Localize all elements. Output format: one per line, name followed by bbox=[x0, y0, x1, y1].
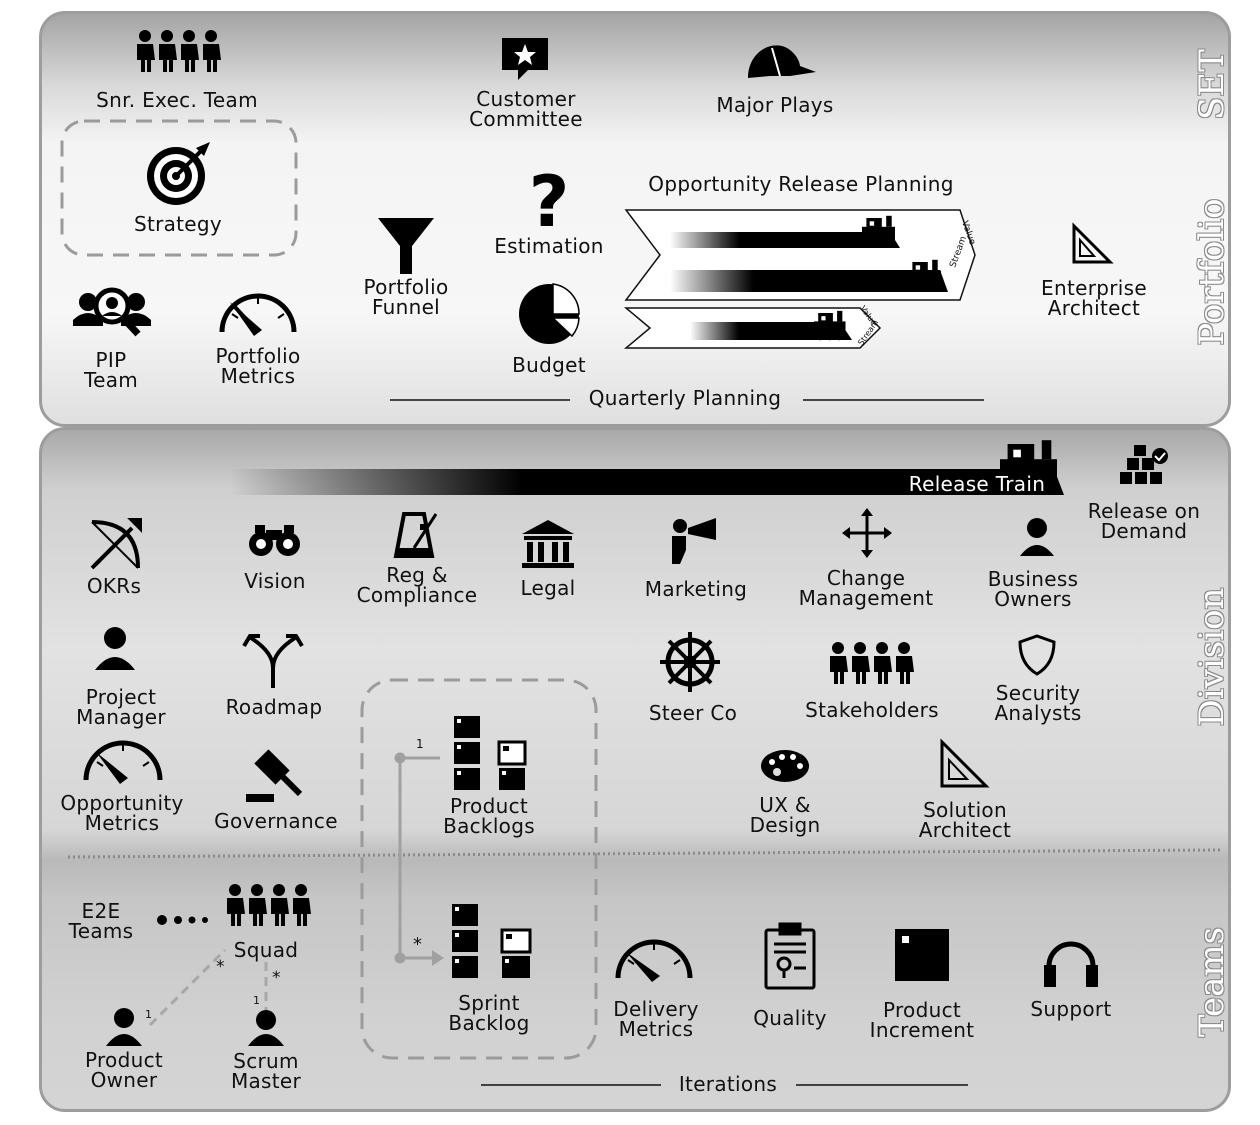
release-train-bar bbox=[230, 440, 1064, 495]
backlog-box bbox=[360, 678, 598, 1060]
division-teams-panel bbox=[39, 427, 1231, 1112]
major-plays-label: Major Plays bbox=[716, 93, 834, 117]
marketing-megaphone-icon bbox=[672, 518, 716, 564]
customer-committee-label: Customer Committee bbox=[469, 87, 583, 131]
support-headset-icon bbox=[1044, 941, 1098, 987]
portfolio-metrics-gauge-icon bbox=[219, 293, 297, 336]
strategy-target-icon bbox=[147, 142, 210, 205]
change-management-arrows-icon bbox=[842, 508, 892, 558]
pip-team-icon bbox=[73, 287, 151, 337]
snr-exec-team-icon bbox=[137, 30, 221, 72]
product-backlogs-icon bbox=[454, 716, 527, 790]
product-increment-label: Product Increment bbox=[869, 998, 975, 1042]
product-increment-icon bbox=[895, 929, 949, 981]
section-teams: Teams bbox=[1192, 926, 1232, 1038]
squad-group-icon bbox=[227, 884, 311, 926]
delivery-metrics-gauge-icon bbox=[615, 939, 693, 982]
sprint-backlog-label: Sprint Backlog bbox=[448, 991, 530, 1035]
legal-label: Legal bbox=[520, 576, 576, 600]
governance-gavel-icon bbox=[246, 749, 303, 802]
scrum-master-label: Scrum Master bbox=[230, 1049, 302, 1093]
portfolio-funnel-label: Portfolio Funnel bbox=[363, 275, 449, 319]
security-analysts-label: Security Analysts bbox=[994, 681, 1082, 725]
iterations-label: Iterations bbox=[678, 1072, 778, 1096]
stakeholders-label: Stakeholders bbox=[805, 698, 939, 722]
release-on-demand-label: Release on Demand bbox=[1087, 499, 1201, 543]
vision-label: Vision bbox=[244, 569, 306, 593]
opportunity-metrics-gauge-icon bbox=[83, 740, 163, 784]
customer-committee-icon bbox=[502, 38, 548, 80]
backlog-connector bbox=[394, 752, 444, 966]
quality-clipboard-icon bbox=[764, 922, 816, 990]
mult-one-sm: 1 bbox=[253, 994, 260, 1007]
roadmap-split-icon bbox=[242, 634, 304, 688]
scrum-master-person-icon bbox=[248, 1010, 284, 1046]
steer-co-label: Steer Co bbox=[648, 701, 738, 725]
sprint-backlog-icon bbox=[452, 904, 532, 978]
budget-pie-icon bbox=[519, 283, 580, 344]
business-owners-label: Business Owners bbox=[987, 567, 1079, 611]
okrs-label: OKRs bbox=[86, 574, 142, 598]
mult-one-backlog: 1 bbox=[416, 737, 424, 751]
section-division: Division bbox=[1192, 587, 1232, 727]
stakeholders-group-icon bbox=[830, 642, 914, 684]
quarterly-planning-label: Quarterly Planning bbox=[588, 386, 782, 410]
security-shield-icon bbox=[1018, 634, 1056, 676]
ux-design-palette-icon bbox=[761, 750, 809, 782]
release-on-demand-icon bbox=[1120, 445, 1168, 484]
snr-exec-team-label: Snr. Exec. Team bbox=[96, 88, 258, 112]
opportunity-metrics-label: Opportunity Metrics bbox=[60, 791, 184, 835]
project-manager-person-icon bbox=[95, 627, 135, 670]
reg-compliance-metronome-icon bbox=[393, 512, 438, 558]
support-label: Support bbox=[1030, 997, 1112, 1021]
delivery-metrics-label: Delivery Metrics bbox=[613, 997, 699, 1041]
legal-building-icon bbox=[522, 520, 574, 568]
mult-one-po: 1 bbox=[145, 1008, 152, 1021]
strategy-box bbox=[60, 119, 298, 257]
mult-many-backlog: * bbox=[413, 934, 422, 955]
business-owners-person-icon bbox=[1020, 518, 1054, 556]
quality-label: Quality bbox=[753, 1006, 827, 1030]
steer-co-wheel-icon bbox=[660, 632, 720, 692]
reg-compliance-label: Reg & Compliance bbox=[356, 563, 478, 607]
value-stream-arrows: Value Stream Value Stream bbox=[623, 209, 977, 349]
portfolio-metrics-label: Portfolio Metrics bbox=[215, 344, 301, 388]
project-manager-label: Project Manager bbox=[76, 685, 166, 729]
ux-design-label: UX & Design bbox=[749, 793, 821, 837]
governance-label: Governance bbox=[214, 809, 338, 833]
solution-architect-icon bbox=[940, 738, 990, 788]
enterprise-architect-icon bbox=[1072, 222, 1114, 264]
estimation-icon: ? bbox=[529, 161, 570, 243]
marketing-label: Marketing bbox=[644, 577, 748, 601]
solution-architect-label: Solution Architect bbox=[918, 798, 1012, 842]
product-owner-person-icon bbox=[106, 1008, 142, 1046]
e2e-teams-label: E2E Teams bbox=[68, 899, 134, 943]
vision-binoculars-icon bbox=[249, 525, 300, 556]
mult-many-po: * bbox=[216, 957, 225, 977]
pip-team-label: PIP Team bbox=[83, 348, 139, 392]
change-management-label: Change Management bbox=[798, 566, 934, 610]
section-set: SET bbox=[1192, 49, 1232, 120]
product-owner-label: Product Owner bbox=[84, 1048, 164, 1092]
budget-label: Budget bbox=[512, 353, 586, 377]
portfolio-funnel-icon bbox=[378, 218, 434, 274]
opportunity-release-planning-label: Opportunity Release Planning bbox=[648, 172, 954, 196]
release-train-label: Release Train bbox=[908, 472, 1046, 496]
squad-label: Squad bbox=[233, 938, 299, 962]
e2e-dots-icon bbox=[157, 915, 208, 925]
enterprise-architect-label: Enterprise Architect bbox=[1041, 276, 1147, 320]
section-portfolio: Portfolio bbox=[1192, 198, 1232, 346]
mult-many-sm: * bbox=[272, 968, 281, 988]
okrs-bow-icon bbox=[90, 518, 142, 570]
roadmap-label: Roadmap bbox=[225, 695, 323, 719]
strategy-label: Strategy bbox=[133, 212, 223, 236]
estimation-label: Estimation bbox=[494, 234, 604, 258]
major-plays-icon bbox=[748, 45, 816, 78]
product-backlogs-label: Product Backlogs bbox=[443, 794, 535, 838]
